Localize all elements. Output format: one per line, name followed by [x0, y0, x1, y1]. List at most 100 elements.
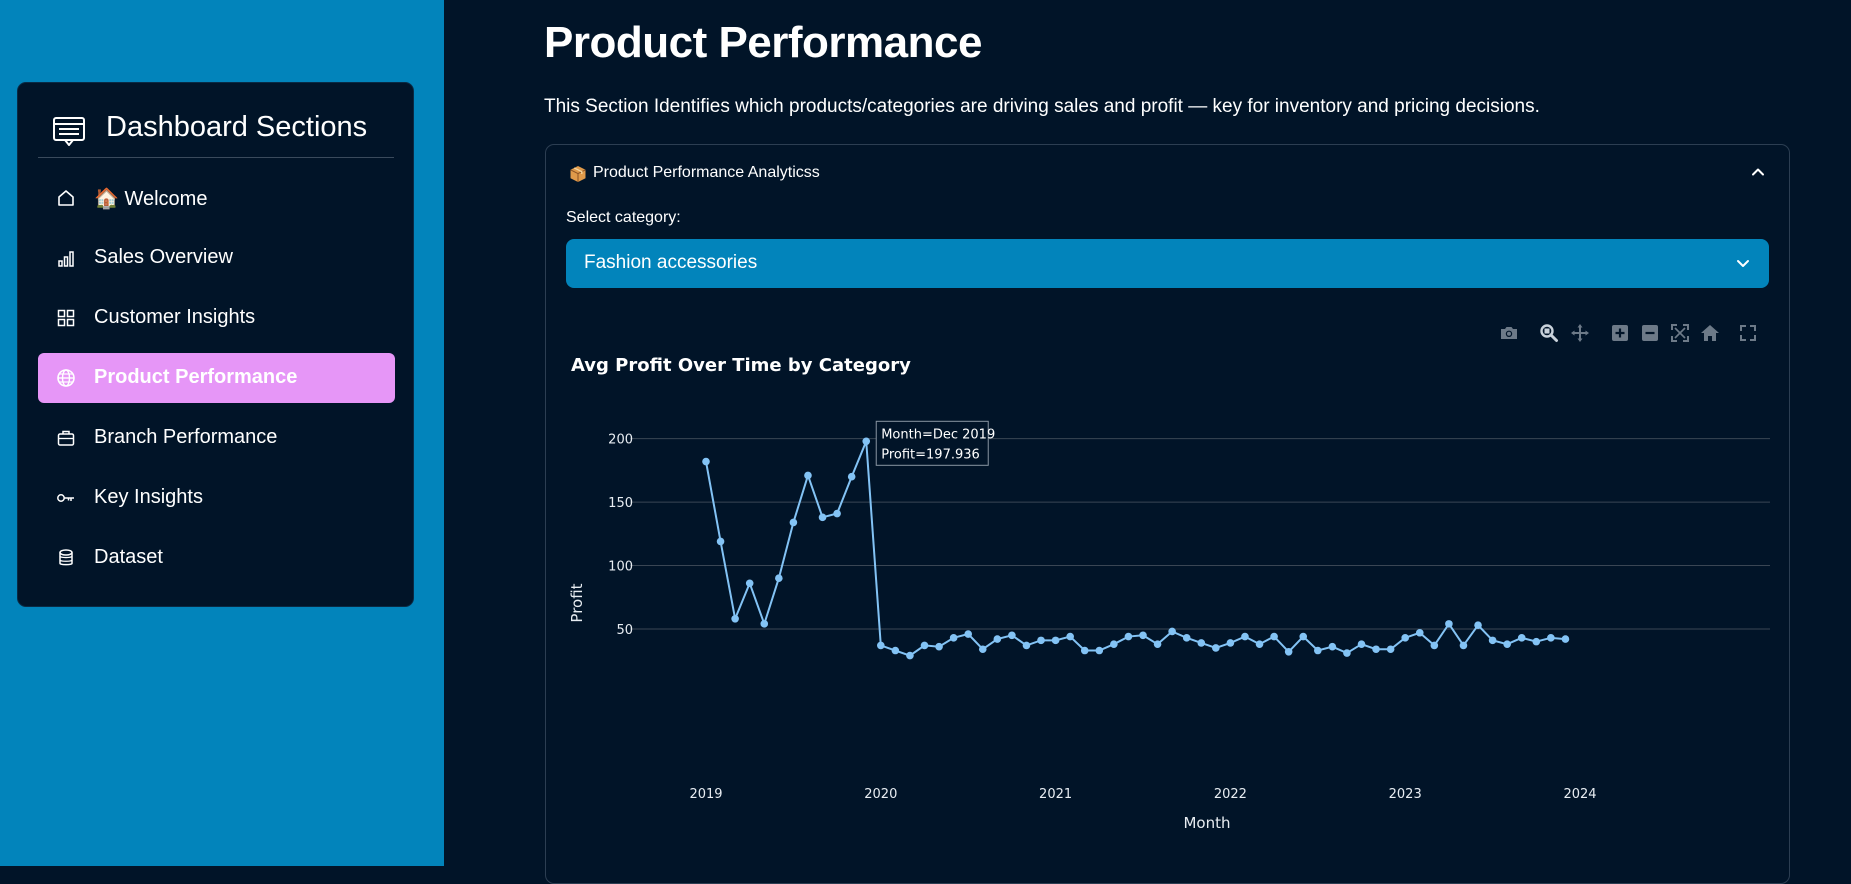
- data-point[interactable]: [1357, 640, 1366, 648]
- sidebar-item-product-performance[interactable]: Product Performance: [38, 353, 395, 403]
- data-point[interactable]: [1547, 634, 1555, 642]
- data-point[interactable]: [978, 645, 987, 654]
- list-window-icon: [53, 117, 85, 146]
- data-point[interactable]: [1561, 635, 1570, 643]
- data-point[interactable]: [775, 574, 783, 583]
- data-point[interactable]: [1226, 639, 1235, 647]
- data-point[interactable]: [1182, 634, 1191, 642]
- data-point[interactable]: [1197, 639, 1206, 647]
- data-point[interactable]: [906, 651, 914, 660]
- house-icon: [58, 190, 74, 206]
- data-point[interactable]: [1008, 631, 1016, 640]
- zoom-out-icon[interactable]: [1640, 323, 1660, 343]
- data-point[interactable]: [1459, 641, 1468, 650]
- data-point[interactable]: [1386, 645, 1395, 654]
- data-point[interactable]: [1022, 641, 1031, 650]
- sidebar-item-key-insights[interactable]: Key Insights: [38, 473, 395, 523]
- data-point[interactable]: [1415, 628, 1424, 637]
- data-point[interactable]: [1270, 632, 1278, 641]
- zoom-icon[interactable]: [1539, 323, 1559, 343]
- data-point[interactable]: [1503, 640, 1511, 648]
- data-point[interactable]: [1401, 634, 1409, 642]
- y-tick-label: 50: [616, 623, 633, 638]
- sidebar-item-sales-overview[interactable]: Sales Overview: [38, 233, 395, 283]
- data-point[interactable]: [847, 472, 856, 481]
- sidebar-item-label: Sales Overview: [94, 246, 233, 268]
- data-point[interactable]: [1474, 621, 1482, 629]
- category-select[interactable]: Fashion accessories: [566, 239, 1769, 288]
- data-point[interactable]: [818, 513, 827, 522]
- x-axis-title: Month: [1183, 814, 1230, 832]
- data-point[interactable]: [1284, 647, 1293, 656]
- data-point[interactable]: [760, 620, 769, 628]
- data-point[interactable]: [1445, 620, 1453, 628]
- data-point[interactable]: [1037, 636, 1045, 645]
- sidebar-item-dataset[interactable]: Dataset: [38, 533, 395, 583]
- data-point[interactable]: [1066, 632, 1074, 641]
- data-point[interactable]: [1124, 632, 1133, 641]
- chevron-down-icon: [1737, 260, 1749, 267]
- data-point[interactable]: [964, 630, 972, 638]
- data-point[interactable]: [1153, 640, 1162, 648]
- data-point[interactable]: [1168, 627, 1176, 636]
- data-point[interactable]: [1255, 640, 1264, 648]
- data-point[interactable]: [716, 537, 725, 546]
- x-tick-label: 2020: [864, 787, 897, 802]
- data-point[interactable]: [891, 646, 900, 655]
- data-point[interactable]: [702, 457, 710, 466]
- data-point[interactable]: [833, 509, 841, 518]
- chart-gridlines: [630, 438, 1770, 630]
- profit-series-points: [702, 437, 1570, 660]
- data-point[interactable]: [935, 642, 943, 651]
- data-point[interactable]: [877, 641, 885, 650]
- sidebar-item-customer-insights[interactable]: Customer Insights: [38, 293, 395, 343]
- sidebar-item-label: Dataset: [94, 546, 163, 568]
- data-point[interactable]: [1110, 640, 1118, 648]
- zoom-in-icon[interactable]: [1610, 323, 1630, 343]
- data-point[interactable]: [731, 615, 739, 623]
- pan-icon[interactable]: [1570, 323, 1590, 343]
- data-point[interactable]: [1212, 644, 1220, 652]
- data-point[interactable]: [1139, 631, 1147, 640]
- chevron-up-icon[interactable]: [1749, 163, 1767, 181]
- chart-title: Avg Profit Over Time by Category: [571, 355, 911, 376]
- sidebar-item-welcome[interactable]: 🏠 Welcome: [38, 173, 395, 223]
- sidebar-item-label: 🏠 Welcome: [94, 188, 208, 210]
- profit-series-line: [705, 440, 1566, 657]
- autoscale-icon[interactable]: [1670, 323, 1690, 343]
- data-point[interactable]: [1299, 632, 1308, 641]
- data-point[interactable]: [1372, 645, 1380, 654]
- reset-axes-icon[interactable]: [1700, 323, 1720, 343]
- sidebar-divider: [38, 157, 394, 158]
- sidebar-item-label: Product Performance: [94, 366, 298, 388]
- data-point[interactable]: [1241, 632, 1249, 641]
- data-point[interactable]: [1051, 636, 1060, 645]
- y-axis-ticks: 50 100 150 200: [608, 433, 633, 638]
- camera-icon[interactable]: [1499, 323, 1519, 343]
- sidebar-item-branch-performance[interactable]: Branch Performance: [38, 413, 395, 463]
- expander-title[interactable]: Product Performance Analyticss: [593, 164, 820, 181]
- data-point[interactable]: [1343, 649, 1351, 657]
- data-point[interactable]: [1517, 634, 1526, 642]
- data-point[interactable]: [920, 641, 929, 650]
- x-tick-label: 2021: [1039, 787, 1072, 802]
- avg-profit-line-chart: Avg Profit Over Time by Category 50 100 15…: [568, 355, 1770, 832]
- data-point[interactable]: [993, 635, 1002, 643]
- data-point[interactable]: [789, 518, 798, 527]
- data-point[interactable]: [1532, 637, 1541, 646]
- fullscreen-icon[interactable]: [1738, 323, 1758, 343]
- data-point[interactable]: [1328, 642, 1337, 651]
- data-point[interactable]: [1095, 646, 1104, 655]
- category-select-value: Fashion accessories: [584, 252, 758, 273]
- package-icon: [570, 166, 586, 182]
- data-point[interactable]: [1314, 646, 1322, 655]
- data-point[interactable]: [745, 579, 754, 588]
- page-description: This Section Identifies which products/c…: [544, 96, 1540, 117]
- data-point[interactable]: [804, 471, 812, 480]
- sidebar-header: Dashboard Sections: [18, 108, 413, 156]
- data-point[interactable]: [1080, 646, 1089, 655]
- data-point[interactable]: [949, 634, 958, 642]
- data-point[interactable]: [1430, 641, 1439, 650]
- data-point[interactable]: [1488, 636, 1497, 645]
- data-point[interactable]: [862, 437, 871, 446]
